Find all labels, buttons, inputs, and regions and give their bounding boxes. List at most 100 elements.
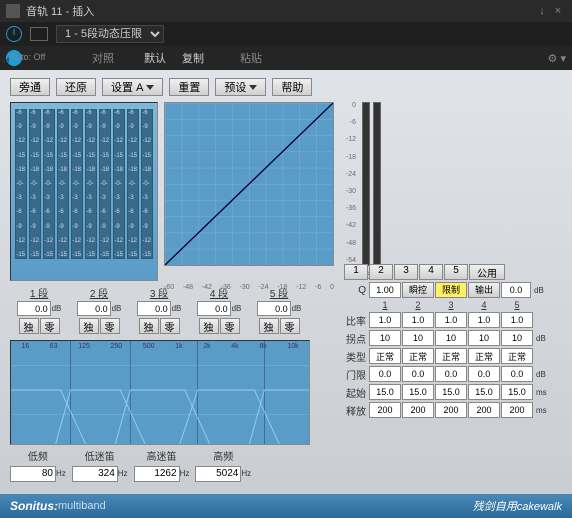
routing-icon[interactable]: [30, 27, 48, 41]
band-meter: -6-9-12-15-18-0--3-6-9-12-15: [15, 109, 27, 259]
tab-copy[interactable]: 复制: [182, 50, 204, 66]
footer-right: 残剑自用cakewalk: [473, 498, 562, 514]
param-类型-3[interactable]: [435, 348, 467, 364]
param-起始-3[interactable]: [435, 384, 467, 400]
param-门限-1[interactable]: [369, 366, 401, 382]
col-header-3[interactable]: 3: [435, 300, 467, 310]
col-header-2[interactable]: 2: [402, 300, 434, 310]
param-比率-4[interactable]: [468, 312, 500, 328]
band-meter: -6-9-12-15-18-0--3-6-9-12-15: [43, 109, 55, 259]
band-5-mute[interactable]: 零: [280, 318, 300, 334]
band-meter: -6-9-12-15-18-0--3-6-9-12-15: [57, 109, 69, 259]
param-label-类型: 类型: [344, 349, 368, 364]
param-拐点-2[interactable]: [402, 330, 434, 346]
param-拐点-3[interactable]: [435, 330, 467, 346]
spectrum-view[interactable]: 16631252505001k2k4k8k10k: [10, 340, 310, 445]
param-label-拐点: 拐点: [344, 331, 368, 346]
output-value[interactable]: [501, 282, 531, 298]
band-2-label[interactable]: 2 段: [70, 285, 128, 300]
param-类型-4[interactable]: [468, 348, 500, 364]
band-2-gain[interactable]: [77, 301, 111, 316]
param-起始-1[interactable]: [369, 384, 401, 400]
band-3-gain[interactable]: [137, 301, 171, 316]
band-tab-1[interactable]: 1: [344, 264, 368, 280]
band-5-solo[interactable]: 独: [259, 318, 279, 334]
param-比率-5[interactable]: [501, 312, 533, 328]
preset-button[interactable]: 预设: [215, 78, 266, 96]
freq-2-input[interactable]: [134, 466, 180, 482]
param-拐点-5[interactable]: [501, 330, 533, 346]
param-类型-5[interactable]: [501, 348, 533, 364]
band-meter: -6-9-12-15-18-0--3-6-9-12-15: [99, 109, 111, 259]
band-3-solo[interactable]: 独: [139, 318, 159, 334]
param-类型-1[interactable]: [369, 348, 401, 364]
pin-icon[interactable]: ↓: [534, 5, 550, 17]
bypass-button[interactable]: 旁通: [10, 78, 50, 96]
band-meter: -6-9-12-15-18-0--3-6-9-12-15: [71, 109, 83, 259]
band-1-gain[interactable]: [17, 301, 51, 316]
close-icon[interactable]: ×: [550, 5, 566, 17]
param-门限-3[interactable]: [435, 366, 467, 382]
band-tab-3[interactable]: 3: [394, 264, 418, 280]
param-释放-3[interactable]: [435, 402, 467, 418]
param-门限-2[interactable]: [402, 366, 434, 382]
param-拐点-4[interactable]: [468, 330, 500, 346]
output-button[interactable]: 输出: [468, 282, 500, 298]
param-拐点-1[interactable]: [369, 330, 401, 346]
freq-3-input[interactable]: [195, 466, 241, 482]
brand: Sonitus:: [10, 499, 58, 513]
gear-icon[interactable]: ⚙ ▾: [548, 52, 566, 65]
undo-button[interactable]: 还原: [56, 78, 96, 96]
band-tab-2[interactable]: 2: [369, 264, 393, 280]
param-起始-4[interactable]: [468, 384, 500, 400]
band-4-mute[interactable]: 零: [220, 318, 240, 334]
tab-compare[interactable]: 对照: [92, 50, 114, 66]
transfer-curve[interactable]: [164, 102, 334, 266]
param-类型-2[interactable]: [402, 348, 434, 364]
band-2-mute[interactable]: 零: [100, 318, 120, 334]
help-button[interactable]: 帮助: [272, 78, 312, 96]
band-1-solo[interactable]: 独: [19, 318, 39, 334]
common-tab[interactable]: 公用: [469, 264, 505, 280]
col-header-1[interactable]: 1: [369, 300, 401, 310]
param-label-起始: 起始: [344, 385, 368, 400]
q-input[interactable]: [369, 282, 401, 298]
param-释放-5[interactable]: [501, 402, 533, 418]
setup-button[interactable]: 设置 A: [102, 78, 163, 96]
band-5-gain[interactable]: [257, 301, 291, 316]
reset-button[interactable]: 重置: [169, 78, 209, 96]
param-释放-1[interactable]: [369, 402, 401, 418]
param-起始-5[interactable]: [501, 384, 533, 400]
band-4-gain[interactable]: [197, 301, 231, 316]
param-门限-5[interactable]: [501, 366, 533, 382]
param-比率-2[interactable]: [402, 312, 434, 328]
power-button[interactable]: [6, 26, 22, 42]
inf-right: -Inf: [0, 58, 14, 65]
auto-label[interactable]: Auto: Off: [10, 52, 45, 62]
param-起始-2[interactable]: [402, 384, 434, 400]
limit-button[interactable]: 限制: [435, 282, 467, 298]
param-门限-4[interactable]: [468, 366, 500, 382]
col-header-4[interactable]: 4: [468, 300, 500, 310]
param-比率-3[interactable]: [435, 312, 467, 328]
band-4-solo[interactable]: 独: [199, 318, 219, 334]
tab-paste[interactable]: 粘贴: [240, 50, 262, 66]
band-1-label[interactable]: 1 段: [10, 285, 68, 300]
freq-1-input[interactable]: [72, 466, 118, 482]
band-2-solo[interactable]: 独: [79, 318, 99, 334]
freq-0-input[interactable]: [10, 466, 56, 482]
band-tab-4[interactable]: 4: [419, 264, 443, 280]
band-1-mute[interactable]: 零: [40, 318, 60, 334]
col-header-5[interactable]: 5: [501, 300, 533, 310]
freq-3-label: 高频: [195, 448, 251, 463]
param-比率-1[interactable]: [369, 312, 401, 328]
instant-button[interactable]: 瞬控: [402, 282, 434, 298]
preset-select[interactable]: 1 - 5段动态压限: [56, 25, 164, 43]
param-释放-4[interactable]: [468, 402, 500, 418]
freq-1-label: 低迷笛: [72, 448, 128, 463]
band-3-mute[interactable]: 零: [160, 318, 180, 334]
param-释放-2[interactable]: [402, 402, 434, 418]
band-tab-5[interactable]: 5: [444, 264, 468, 280]
toolbar-default[interactable]: 默认: [144, 50, 166, 66]
freq-2-label: 高迷笛: [134, 448, 190, 463]
